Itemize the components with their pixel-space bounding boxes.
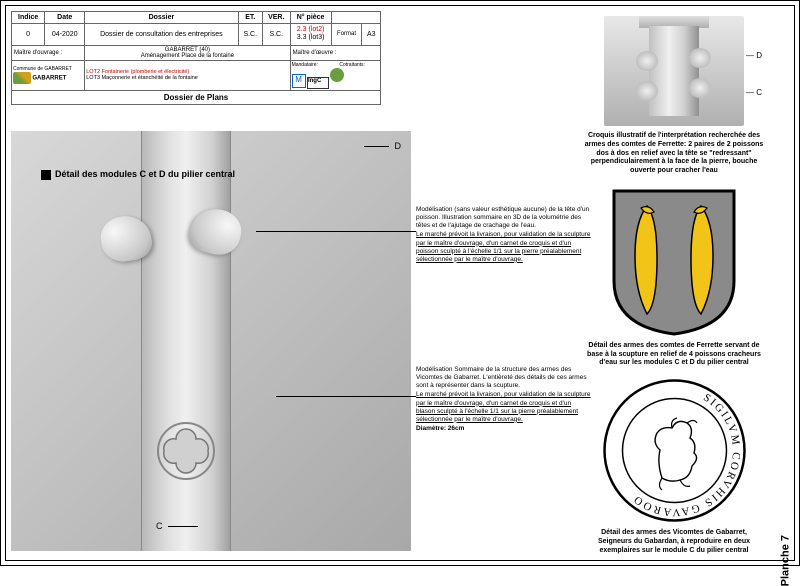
section-title: Détail des modules C et D du pilier cent… bbox=[41, 169, 235, 180]
planche-number: Planche 7 bbox=[779, 535, 791, 586]
caption-croquis: Croquis illustratif de l'interprétation … bbox=[584, 132, 764, 176]
ann2-diam: Diamètre: 26cm bbox=[416, 425, 591, 433]
logo2-icon: IngC bbox=[307, 77, 329, 89]
label-c: C bbox=[156, 521, 198, 531]
val-piece: 2.3 (lot2) 3.3 (lot3) bbox=[290, 24, 331, 46]
label-d: D bbox=[364, 141, 401, 151]
title-table: Indice Date Dossier ET. VER. N° pièce 0 … bbox=[11, 11, 381, 91]
hdr-indice: Indice bbox=[12, 12, 45, 24]
caption-seal: Détail des armes des Vicomtes de Gabarre… bbox=[584, 529, 764, 555]
seal-gabarret: SIGILVM CORVHIS GAVAROO bbox=[602, 378, 747, 523]
dossier-plans-label: Dossier de Plans bbox=[11, 91, 381, 105]
annotation-fish: Modélisation (sans valeur esthétique auc… bbox=[416, 206, 591, 264]
title-block: Indice Date Dossier ET. VER. N° pièce 0 … bbox=[11, 11, 381, 105]
quatrefoil-relief bbox=[156, 421, 216, 481]
ann1-p1: Modélisation (sans valeur esthétique auc… bbox=[416, 206, 591, 230]
hdr-piece: N° pièce bbox=[290, 12, 331, 24]
lot3: LOT3 Maçonnerie et étanchéité de la font… bbox=[86, 75, 198, 81]
ann2-p1: Modélisation Sommaire de la structure de… bbox=[416, 366, 591, 390]
projet: Aménagement Place de la fontaine bbox=[141, 53, 234, 59]
shield-ferrette bbox=[609, 186, 739, 336]
gabarret-logo-icon bbox=[13, 72, 31, 84]
render-3d: C D bbox=[11, 131, 411, 551]
annotation-blason: Modélisation Sommaire de la structure de… bbox=[416, 366, 591, 433]
label-c-small: — C bbox=[746, 88, 762, 97]
val-date: 04-2020 bbox=[45, 24, 85, 46]
ann2-p2: Le marché prévoit la livraison, pour val… bbox=[416, 391, 591, 424]
mandataire: Mandataire: bbox=[292, 62, 318, 68]
hdr-et: ET. bbox=[238, 12, 262, 24]
val-ver: S.C. bbox=[262, 24, 290, 46]
moe-label: Maître d'œuvre : bbox=[293, 50, 337, 56]
ann1-p2: Le marché prévoit la livraison, pour val… bbox=[416, 231, 591, 264]
mo-label: Maître d'ouvrage : bbox=[14, 50, 62, 56]
hdr-dossier: Dossier bbox=[85, 12, 238, 24]
logo1-icon: M bbox=[292, 74, 306, 88]
right-column: — D — C Croquis illustratif de l'interpr… bbox=[584, 16, 764, 565]
val-indice: 0 bbox=[12, 24, 45, 46]
caption-shield: Détail des armes des comtes de Ferrette … bbox=[584, 342, 764, 368]
cotraitants: Cotraitants: bbox=[339, 62, 365, 68]
label-d-small: — D bbox=[746, 51, 762, 60]
pillar bbox=[141, 131, 231, 551]
val-dossier: Dossier de consultation des entreprises bbox=[85, 24, 238, 46]
val-et: S.C. bbox=[238, 24, 262, 46]
croquis-illustration: — D — C bbox=[604, 16, 744, 126]
hdr-date: Date bbox=[45, 12, 85, 24]
logo3-icon bbox=[330, 68, 344, 82]
hdr-ver: VER. bbox=[262, 12, 290, 24]
val-format: A3 bbox=[362, 24, 381, 46]
format-label: Format bbox=[331, 24, 362, 46]
